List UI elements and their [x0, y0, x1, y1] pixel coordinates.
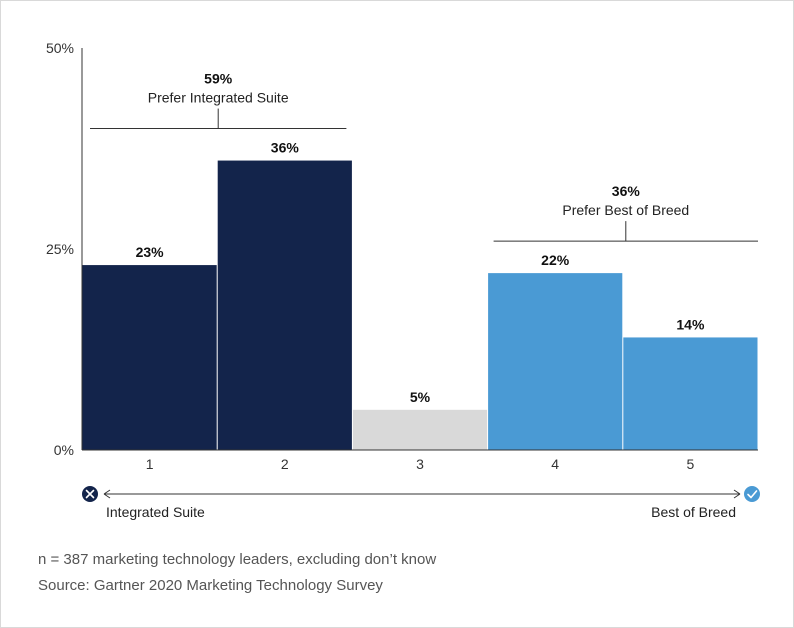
data-labels: 23% 36% 5% 22% 14% — [136, 140, 705, 405]
x-axis-ticks: 1 2 3 4 5 — [82, 449, 758, 472]
footnote-source: Source: Gartner 2020 Marketing Technolog… — [38, 577, 383, 594]
check-circle-icon — [744, 486, 760, 502]
data-label-2: 36% — [271, 140, 300, 156]
bar-4 — [488, 273, 623, 450]
scale-left-label: Integrated Suite — [106, 504, 205, 520]
arrowhead-right — [733, 489, 741, 499]
x-tick-label: 2 — [281, 456, 289, 472]
bar-1 — [82, 265, 217, 450]
group-brackets: Prefer Integrated Suite 59% Prefer Best of… — [90, 71, 758, 242]
arrowhead-left — [103, 489, 111, 499]
group-label: Prefer Integrated Suite — [148, 90, 289, 106]
x-tick-label: 5 — [687, 456, 695, 472]
group-value-label: 59% — [204, 71, 233, 87]
x-circle-icon — [82, 486, 98, 502]
bar-2 — [217, 160, 352, 450]
bars — [82, 160, 758, 450]
x-tick-label: 1 — [146, 456, 154, 472]
y-tick-label: 25% — [46, 241, 74, 257]
y-tick-label: 0% — [54, 442, 74, 458]
preference-scale: Integrated Suite Best of Breed — [82, 486, 760, 520]
bar-5 — [623, 337, 758, 450]
x-tick-label: 4 — [551, 456, 559, 472]
group-value-label: 36% — [612, 183, 641, 199]
y-axis-ticks: 0% 25% 50% — [46, 40, 74, 458]
data-label-4: 22% — [541, 252, 570, 268]
bar-3 — [352, 409, 488, 450]
data-label-1: 23% — [136, 244, 165, 260]
data-label-5: 14% — [676, 316, 705, 332]
scale-right-label: Best of Breed — [651, 504, 736, 520]
data-label-3: 5% — [410, 389, 431, 405]
footnote-sample: n = 387 marketing technology leaders, ex… — [38, 551, 437, 568]
x-tick-label: 3 — [416, 456, 424, 472]
group-label: Prefer Best of Breed — [562, 202, 689, 218]
y-tick-label: 50% — [46, 40, 74, 56]
